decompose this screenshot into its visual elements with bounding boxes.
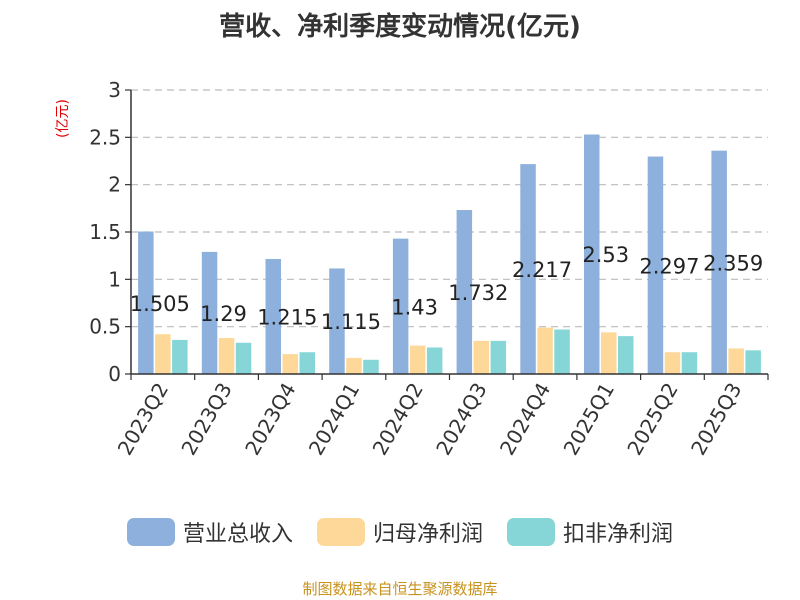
x-tick-label: 2023Q4 bbox=[240, 379, 300, 460]
bar-deducted-profit[interactable] bbox=[745, 350, 761, 374]
bar-net-profit[interactable] bbox=[473, 340, 490, 374]
data-source-footer: 制图数据来自恒生聚源数据库 bbox=[302, 580, 498, 598]
legend: 营业总收入 归母净利润 扣非净利润 bbox=[0, 516, 800, 548]
bar-net-profit[interactable] bbox=[218, 338, 235, 374]
y-tick-label: 0.5 bbox=[89, 315, 121, 339]
chart-title: 营收、净利季度变动情况(亿元) bbox=[219, 12, 581, 42]
bar-deducted-profit[interactable] bbox=[554, 329, 570, 374]
bar-deducted-profit[interactable] bbox=[235, 342, 252, 374]
bar-net-profit[interactable] bbox=[664, 352, 681, 374]
legend-swatch-deducted-profit bbox=[507, 518, 555, 546]
data-label: 2.359 bbox=[703, 251, 763, 275]
bar-net-profit[interactable] bbox=[601, 332, 617, 374]
x-tick-label: 2025Q2 bbox=[622, 379, 682, 460]
x-tick-label: 2024Q3 bbox=[431, 378, 491, 459]
bar-revenue[interactable] bbox=[647, 156, 664, 374]
legend-label-deducted-profit: 扣非净利润 bbox=[563, 522, 674, 547]
bar-deducted-profit[interactable] bbox=[681, 352, 698, 374]
bar-net-profit[interactable] bbox=[728, 348, 744, 374]
bar-net-profit[interactable] bbox=[537, 327, 553, 374]
data-label: 2.297 bbox=[639, 254, 699, 278]
bar-deducted-profit[interactable] bbox=[363, 359, 379, 374]
data-label: 1.505 bbox=[130, 292, 190, 316]
bar-deducted-profit[interactable] bbox=[426, 347, 443, 374]
bar-net-profit[interactable] bbox=[346, 357, 362, 374]
data-label: 1.215 bbox=[257, 305, 317, 329]
y-tick-label: 1.5 bbox=[89, 220, 121, 244]
bar-net-profit[interactable] bbox=[282, 354, 299, 374]
y-tick-label: 2.5 bbox=[89, 125, 121, 149]
bar-revenue[interactable] bbox=[329, 268, 345, 374]
legend-label-revenue: 营业总收入 bbox=[182, 522, 293, 547]
legend-label-net-profit: 归母净利润 bbox=[372, 522, 483, 547]
x-tick-label: 2024Q1 bbox=[304, 379, 364, 460]
bars bbox=[138, 134, 761, 374]
data-label: 2.53 bbox=[582, 243, 629, 267]
bar-deducted-profit[interactable] bbox=[299, 352, 316, 374]
legend-swatch-revenue bbox=[126, 518, 175, 546]
legend-item-deducted-profit[interactable]: 扣非净利润 bbox=[507, 516, 673, 548]
bar-revenue[interactable] bbox=[201, 251, 218, 374]
bar-revenue[interactable] bbox=[520, 164, 536, 374]
y-tick-label: 0 bbox=[108, 362, 121, 386]
bar-net-profit[interactable] bbox=[155, 334, 171, 374]
y-tick-label: 2 bbox=[108, 173, 121, 197]
bar-deducted-profit[interactable] bbox=[490, 340, 507, 374]
bar-revenue[interactable] bbox=[138, 231, 154, 374]
data-label: 1.115 bbox=[321, 310, 381, 334]
y-tick-label: 1 bbox=[108, 267, 121, 291]
bar-revenue[interactable] bbox=[584, 134, 600, 374]
bar-revenue[interactable] bbox=[265, 258, 282, 374]
x-tick-label: 2025Q1 bbox=[559, 379, 619, 460]
data-label: 1.29 bbox=[200, 302, 247, 326]
x-tick-label: 2025Q3 bbox=[686, 379, 746, 460]
bar-revenue[interactable] bbox=[456, 210, 473, 374]
bar-revenue[interactable] bbox=[392, 238, 409, 374]
y-tick-label: 3 bbox=[108, 78, 121, 102]
x-tick-label: 2023Q3 bbox=[176, 379, 236, 460]
data-label: 1.732 bbox=[448, 281, 508, 305]
data-label: 1.43 bbox=[391, 295, 438, 319]
bar-revenue[interactable] bbox=[711, 150, 727, 374]
legend-item-net-profit[interactable]: 归母净利润 bbox=[316, 516, 483, 548]
legend-item-revenue[interactable]: 营业总收入 bbox=[126, 516, 293, 548]
bar-net-profit[interactable] bbox=[409, 345, 426, 374]
data-label: 2.217 bbox=[512, 258, 572, 282]
bar-deducted-profit[interactable] bbox=[618, 336, 634, 374]
bar-deducted-profit[interactable] bbox=[172, 339, 188, 374]
x-tick-label: 2024Q4 bbox=[495, 379, 555, 460]
x-tick-label: 2023Q2 bbox=[113, 379, 173, 460]
x-tick-label: 2024Q2 bbox=[368, 379, 428, 460]
legend-swatch-net-profit bbox=[316, 518, 365, 546]
